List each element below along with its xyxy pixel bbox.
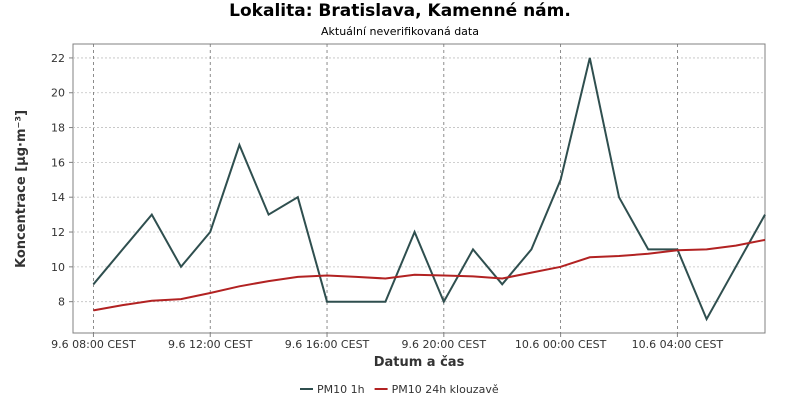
y-tick-label: 18 [51, 122, 65, 135]
legend-label: PM10 24h klouzavě [392, 383, 499, 396]
plot-area [72, 43, 766, 334]
legend-label: PM10 1h [317, 383, 365, 396]
x-tick-label: 9.6 08:00 CEST [51, 338, 136, 351]
x-tick-label: 9.6 16:00 CEST [285, 338, 370, 351]
y-axis-label: Koncentrace [µg·m⁻³] [14, 110, 29, 268]
y-axis: 8 10 12 14 16 18 20 22 [51, 52, 73, 309]
x-tick-label: 9.6 20:00 CEST [402, 338, 487, 351]
chart-subtitle: Aktuální neverifikovaná data [321, 25, 479, 38]
x-tick-label: 10.6 04:00 CEST [632, 338, 724, 351]
legend: PM10 1h PM10 24h klouzavě [300, 383, 499, 396]
x-tick-label: 10.6 00:00 CEST [515, 338, 607, 351]
y-tick-label: 16 [51, 156, 65, 169]
chart-title: Lokalita: Bratislava, Kamenné nám. [229, 1, 571, 21]
y-tick-label: 10 [51, 261, 65, 274]
y-tick-label: 8 [58, 296, 65, 309]
y-tick-label: 22 [51, 52, 65, 65]
series-line-2 [93, 238, 766, 312]
x-axis: 9.6 08:00 CEST 9.6 12:00 CEST 9.6 16:00 CE… [51, 333, 723, 351]
x-axis-label: Datum a čas [374, 355, 465, 370]
y-tick-label: 14 [51, 191, 65, 204]
x-tick-label: 9.6 12:00 CEST [168, 338, 253, 351]
y-tick-label: 12 [51, 226, 65, 239]
series-group [92, 57, 766, 322]
grid [73, 44, 765, 333]
y-tick-label: 20 [51, 87, 65, 100]
series-line-1 [92, 57, 766, 322]
